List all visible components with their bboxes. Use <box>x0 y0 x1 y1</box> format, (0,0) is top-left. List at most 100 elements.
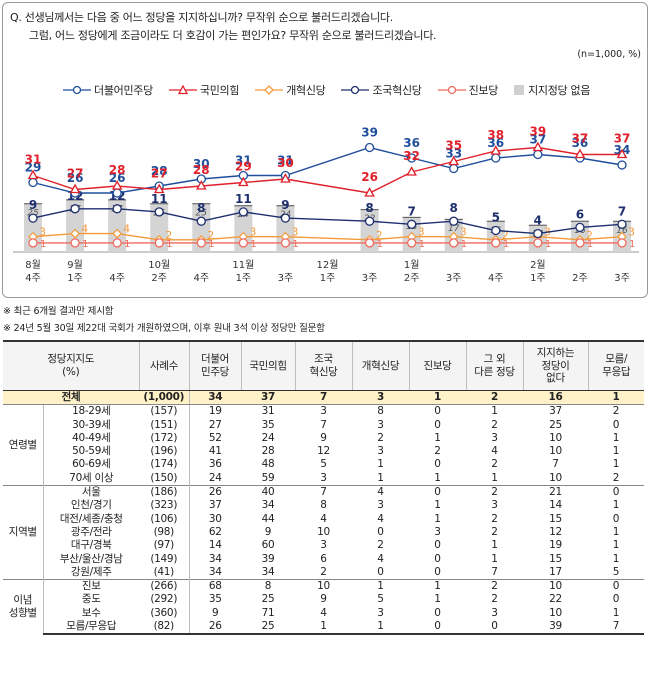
table-cell: 22 <box>549 593 562 606</box>
table-cell: 4 <box>377 552 384 565</box>
row-label: 18-29세 <box>72 405 111 418</box>
table-row: 모름/무응답 (82) 26 25 1 1 0 0 39 7 <box>3 620 644 636</box>
table-cell: (266) <box>139 579 190 594</box>
row-label: 대전/세종/충청 <box>59 512 123 525</box>
data-label-dem-5: 31 <box>235 154 252 168</box>
table-cell: 2 <box>612 471 620 484</box>
point-rebuild-5 <box>238 207 249 217</box>
point-rebuild-6 <box>280 213 291 223</box>
table-cell: 1 <box>434 431 441 444</box>
point-rebuild-12 <box>533 228 543 239</box>
point-rebuild-11 <box>491 225 501 236</box>
x-tick-month-9: 1월 <box>404 259 420 271</box>
point-progressive-4 <box>196 238 206 248</box>
data-label-rebuild-9: 7 <box>407 204 415 218</box>
data-label-progressive-1: 1 <box>82 239 88 250</box>
point-ppp-6 <box>280 173 291 183</box>
table-cell: 0 <box>409 485 466 500</box>
row-label: 모름/무응답 <box>43 620 139 636</box>
point-ppp-13 <box>574 148 586 159</box>
table-cell: 34 <box>208 565 222 578</box>
table-cell: 39 <box>523 620 588 636</box>
legend-label-dem: 더불어민주당 <box>94 84 153 97</box>
data-label-ppp-3: 27 <box>151 167 168 181</box>
data-label-ppp-14: 37 <box>614 132 631 146</box>
table-cell: 1 <box>409 579 466 594</box>
data-label-progressive-0: 1 <box>40 239 46 250</box>
data-label-ppp-1: 27 <box>67 167 84 181</box>
data-label-reform-5: 3 <box>249 226 256 239</box>
data-label-dem-13: 36 <box>572 136 589 150</box>
point-progressive-0 <box>28 238 38 248</box>
table-cell: 5 <box>377 593 384 606</box>
table-row: 이념 성향별 진보 (266) 68 8 10 1 1 2 10 0 <box>3 579 644 635</box>
table-cell: 10 <box>523 579 588 594</box>
table-cell: 0 <box>466 620 523 636</box>
legend-label-progressive: 진보당 <box>468 84 499 97</box>
x-tick-week-0: 4주 <box>25 273 41 284</box>
table-cell: (98) <box>139 525 190 540</box>
table-cell: 27 <box>208 418 222 431</box>
total-cell-2: 37 <box>241 390 295 406</box>
table-cell: (196) <box>139 445 190 459</box>
table-cell: 2 <box>491 458 498 471</box>
point-ppp-4 <box>195 180 207 190</box>
row-label: 인천/경기 <box>70 499 112 512</box>
point-progressive-13 <box>575 238 585 248</box>
point-rebuild-1 <box>70 204 80 214</box>
x-tick-week-11: 4주 <box>488 273 504 284</box>
table-cell: (360) <box>139 606 190 621</box>
table-cell: 34 <box>261 499 275 512</box>
data-label-rebuild-12: 4 <box>534 214 542 228</box>
legend-label-reform: 개혁신당 <box>286 84 326 97</box>
table-cell: 3 <box>491 606 498 619</box>
data-label-progressive-5: 1 <box>250 239 256 250</box>
table-cell: 2 <box>320 565 327 578</box>
total-cell-8: 1 <box>588 390 644 406</box>
point-dem-0 <box>28 177 38 188</box>
table-cell: 68 <box>189 579 241 594</box>
table-row: 부산/울산/경남 (149) 34 39 6 4 0 1 15 1 <box>3 552 644 566</box>
total-label: 전체 <box>3 390 139 406</box>
data-label-progressive-10: 1 <box>461 239 467 250</box>
total-cell-3: 7 <box>295 390 352 406</box>
row-label: 중도 <box>81 593 101 606</box>
point-progressive-11 <box>491 238 501 248</box>
table-cell: 30 <box>208 512 222 525</box>
x-tick-month-1: 9월 <box>67 259 83 271</box>
point-dem-8 <box>364 142 375 153</box>
table-header-col-8: 모름/무응답 <box>588 340 644 391</box>
table-cell: (157) <box>139 404 190 419</box>
table-cell: 7 <box>320 418 327 431</box>
table-cell: 8 <box>377 405 384 418</box>
point-ppp-9 <box>406 166 417 176</box>
table-cell: (186) <box>139 485 190 500</box>
legend-item-reform: 개혁신당 <box>255 82 326 98</box>
legend-ppp-marker-icon <box>168 85 197 95</box>
table-cell: 2 <box>466 579 523 594</box>
table-cell: (323) <box>139 499 190 513</box>
table-cell: 7 <box>588 620 644 636</box>
table-header-col-4: 개혁신당 <box>352 340 410 391</box>
x-tick-month-12: 2월 <box>530 259 546 271</box>
table-cell: 24 <box>261 431 275 444</box>
table-cell: 8 <box>320 499 327 512</box>
legend-label-none: 지지정당 없음 <box>528 84 591 97</box>
row-label: 50-59세 <box>72 445 111 458</box>
table-row: 50-59세 (196) 41 28 12 3 2 4 10 1 <box>3 445 644 459</box>
table-cell: 1 <box>377 471 384 484</box>
table-cell: 2 <box>491 512 498 525</box>
data-label-ppp-12: 39 <box>530 125 547 139</box>
legend-none-swatch-icon <box>514 85 525 95</box>
x-tick-week-2: 4주 <box>109 273 125 284</box>
data-label-dem-10: 33 <box>445 147 462 161</box>
point-reform-2 <box>112 228 122 239</box>
table-cell: 2 <box>434 445 441 458</box>
legend-label-ppp: 국민의힘 <box>199 84 240 97</box>
data-label-dem-11: 36 <box>487 136 504 150</box>
legend-item-progressive: 진보당 <box>437 82 499 98</box>
table-cell: 1 <box>612 445 620 458</box>
data-label-progressive-13: 1 <box>587 239 593 250</box>
point-progressive-9 <box>406 238 417 248</box>
point-progressive-12 <box>533 238 543 248</box>
